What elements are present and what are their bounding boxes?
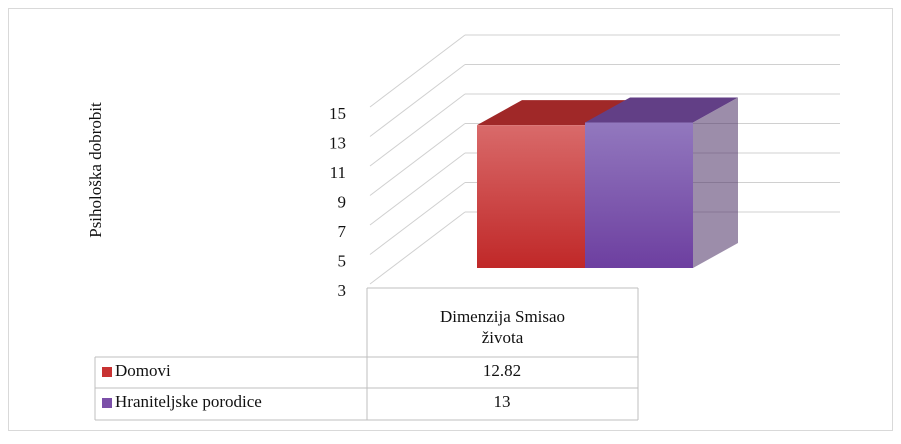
bars [477, 97, 738, 268]
grid-line [369, 93, 466, 167]
legend-swatch [102, 367, 112, 377]
y-tick-label: 13 [329, 133, 346, 152]
y-axis-label: Psihološka dobrobit [86, 102, 105, 238]
bar [477, 125, 585, 268]
y-tick-label: 9 [338, 192, 347, 211]
legend-label: Domovi [115, 361, 171, 380]
y-tick-label: 11 [330, 163, 346, 182]
data-table: Domovi 12.82 Hraniteljske porodice 13 [94, 287, 639, 421]
bar-top [585, 97, 738, 123]
table-value: 13 [494, 392, 511, 411]
y-tick-label: 5 [338, 251, 347, 270]
category-label: Dimenzija Smisao života [439, 307, 566, 347]
grid-line [369, 152, 466, 226]
grid-line [369, 123, 466, 196]
bar-side [693, 97, 738, 268]
bar [585, 122, 693, 268]
legend-swatch [102, 398, 112, 408]
grid-line [369, 182, 466, 255]
category-cell: Dimenzija Smisao života [439, 307, 566, 347]
y-tick-label: 3 [338, 281, 347, 300]
grid-line [369, 64, 466, 137]
y-tick-label: 7 [338, 222, 347, 241]
grid-line [369, 34, 466, 108]
legend-label: Hraniteljske porodice [115, 392, 262, 411]
grid-line [369, 211, 466, 285]
chart-frame [8, 8, 893, 431]
table-value: 12.82 [483, 361, 521, 380]
y-tick-label: 15 [329, 104, 346, 123]
